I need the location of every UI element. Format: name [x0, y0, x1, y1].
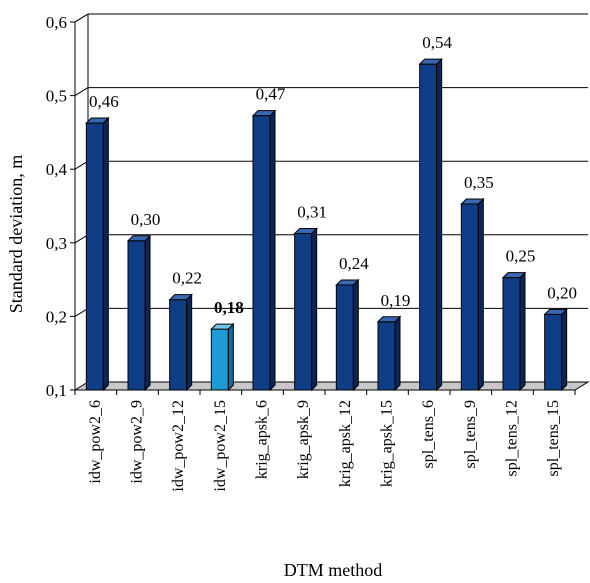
- bar-front: [419, 63, 438, 391]
- bar-top: [85, 117, 110, 124]
- bar-front: [335, 284, 354, 391]
- gridline-depth: [74, 87, 89, 97]
- bar-side: [352, 278, 359, 392]
- x-tick-labels: idw_pow2_6 idw_pow2_9 idw_pow2_12 idw_pow2_…: [87, 400, 562, 492]
- x-tick-label: spl_tens_15: [545, 400, 562, 476]
- bar-front: [544, 313, 563, 391]
- data-label: 0,30: [131, 210, 161, 229]
- y-axis-title: Standard deviation, m: [6, 155, 26, 313]
- bar-side: [477, 197, 484, 392]
- y-tick-labels: 0,1 0,2 0,3 0,4 0,5 0,6: [46, 13, 68, 400]
- bar-front: [127, 240, 146, 391]
- bar-side: [269, 109, 276, 392]
- bar-top: [543, 308, 568, 315]
- data-label: 0,22: [172, 269, 202, 288]
- x-tick-label: krig_apsk_15: [379, 400, 396, 487]
- x-tick-label: spl_tens_9: [462, 400, 479, 468]
- data-label: 0,18: [214, 298, 244, 317]
- bar-top: [501, 272, 527, 279]
- bar-top: [126, 235, 152, 242]
- bar-top: [460, 198, 485, 205]
- bar-top: [293, 227, 318, 234]
- bar-top: [251, 110, 277, 117]
- bar: [418, 57, 443, 392]
- data-label: 0,19: [381, 291, 411, 310]
- bar-side: [102, 116, 109, 392]
- bar-top: [335, 279, 360, 286]
- bar-top: [168, 294, 193, 301]
- bar: [501, 271, 527, 392]
- bar-top: [376, 316, 402, 323]
- data-label: 0,47: [256, 85, 286, 104]
- x-tick-label: idw_pow2_12: [170, 400, 187, 492]
- bar-side: [519, 271, 526, 392]
- data-label: 0,35: [464, 173, 494, 192]
- bar-front: [502, 277, 521, 391]
- x-tick-label: idw_pow2_15: [212, 400, 229, 492]
- data-label: 0,20: [547, 283, 577, 302]
- bar: [251, 109, 277, 392]
- data-label: 0,31: [297, 202, 327, 221]
- bar: [460, 197, 485, 392]
- y-axis-top-depth: [74, 13, 89, 23]
- bar-top: [418, 58, 443, 65]
- data-labels: 0,46 0,30 0,22 0,18 0,47 0,31 0,24 0,19 0,54 0,35…: [89, 33, 577, 317]
- y-tick-label: 0,4: [46, 160, 68, 179]
- y-tick-label: 0,6: [46, 13, 67, 32]
- x-tick-label: spl_tens_6: [420, 400, 437, 468]
- bar-front: [294, 232, 313, 391]
- bar: [376, 315, 402, 392]
- bar-side: [144, 234, 151, 392]
- bar-top: [210, 323, 235, 330]
- bar-side: [436, 57, 443, 392]
- y-tick-label: 0,2: [46, 307, 67, 326]
- x-tick-label: krig_apsk_6: [254, 400, 271, 479]
- bar-side: [311, 227, 318, 392]
- data-label: 0,46: [89, 92, 119, 111]
- bar: [210, 322, 235, 392]
- data-label: 0,24: [339, 254, 369, 273]
- x-tick-label: spl_tens_12: [504, 400, 521, 476]
- y-tick-label: 0,5: [46, 87, 67, 106]
- y-tick-label: 0,1: [46, 381, 67, 400]
- bars: [85, 57, 568, 392]
- bar: [126, 234, 152, 392]
- bar-front: [85, 122, 104, 391]
- bar-front: [377, 321, 396, 391]
- data-label: 0,25: [506, 247, 536, 266]
- bar-front: [252, 115, 271, 391]
- bar-side: [227, 322, 234, 392]
- x-tick-label: krig_apsk_9: [295, 400, 312, 479]
- bar: [85, 116, 110, 392]
- bar-front: [210, 328, 229, 391]
- bar-front: [169, 299, 188, 391]
- x-tick-label: krig_apsk_12: [337, 400, 354, 487]
- bar: [293, 227, 318, 392]
- bar-front: [460, 203, 479, 391]
- bar: [543, 308, 568, 392]
- x-tick-label: idw_pow2_9: [129, 400, 146, 484]
- x-axis-title: DTM method: [284, 560, 383, 580]
- y-tick-label: 0,3: [46, 234, 67, 253]
- bar-side: [561, 308, 568, 392]
- bar-side: [394, 315, 401, 392]
- data-label: 0,54: [422, 33, 452, 52]
- bar: [168, 293, 193, 392]
- bar-side: [186, 293, 193, 392]
- x-tick-label: idw_pow2_6: [87, 400, 104, 484]
- bar: [335, 278, 360, 392]
- gridlines: [74, 13, 588, 317]
